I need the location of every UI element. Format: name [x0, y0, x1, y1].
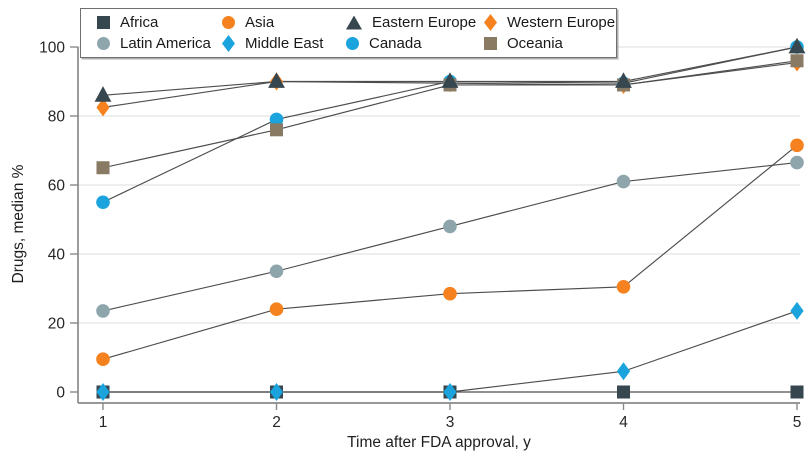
y-tick-label: 20 — [48, 316, 66, 333]
marker-asia — [96, 352, 110, 367]
marker-eastern-europe — [615, 72, 632, 88]
marker-asia — [616, 279, 631, 294]
y-axis-title: Drugs, median % — [10, 164, 27, 284]
series-line-asia — [102, 144, 798, 360]
circle-marker-icon — [97, 37, 110, 50]
marker-asia — [790, 138, 804, 153]
marker-eastern-europe — [94, 86, 112, 102]
marker-middle-east — [616, 362, 631, 381]
triangle-marker-icon — [346, 15, 362, 30]
marker-africa — [790, 385, 804, 399]
circle-marker-icon — [222, 16, 235, 29]
marker-latin-america — [790, 155, 804, 170]
marker-eastern-europe — [788, 37, 806, 54]
marker-asia — [269, 302, 284, 317]
legend-item-label: Latin America — [120, 35, 211, 52]
x-axis-title: Time after FDA approval, y — [347, 434, 531, 451]
marker-latin-america — [443, 219, 457, 234]
y-tick-label: 100 — [39, 40, 65, 57]
legend-item-label: Africa — [120, 14, 159, 31]
legend-item-africa: Africa — [97, 13, 222, 32]
series-line-canada — [102, 46, 798, 203]
legend-item-label: Western Europe — [507, 14, 616, 31]
marker-canada — [269, 112, 284, 127]
y-tick-label: 40 — [48, 247, 66, 264]
legend: Africa Asia Eastern Europe Western Europe La… — [80, 8, 617, 58]
marker-eastern-europe — [268, 72, 285, 88]
x-tick-label: 2 — [272, 414, 281, 431]
y-tick-label: 0 — [56, 385, 65, 402]
diamond-marker-icon — [484, 14, 497, 31]
legend-item-label: Eastern Europe — [372, 14, 477, 31]
marker-canada — [96, 195, 110, 210]
diamond-marker-icon — [222, 35, 235, 52]
marker-latin-america — [616, 174, 631, 189]
legend-item-latin-america: Latin America — [97, 34, 222, 53]
legend-item-label: Middle East — [245, 35, 324, 52]
marker-oceania — [270, 123, 283, 137]
legend-item-middle-east: Middle East — [222, 34, 346, 53]
marker-western-europe — [96, 98, 110, 117]
legend-item-label: Oceania — [507, 35, 563, 52]
x-tick-label: 4 — [619, 414, 628, 431]
legend-item-canada: Canada — [346, 34, 484, 53]
square-marker-icon — [97, 16, 110, 29]
y-tick-label: 60 — [48, 178, 66, 195]
marker-middle-east — [790, 301, 804, 320]
marker-oceania — [96, 161, 110, 175]
legend-item-oceania: Oceania — [484, 34, 615, 53]
legend-item-eastern-europe: Eastern Europe — [346, 13, 484, 32]
square-marker-icon — [484, 37, 497, 50]
y-tick-label: 80 — [48, 109, 66, 126]
marker-oceania — [790, 54, 804, 68]
circle-marker-icon — [346, 37, 359, 50]
x-tick-label: 1 — [99, 414, 108, 431]
marker-middle-east — [269, 383, 284, 401]
marker-latin-america — [269, 264, 284, 279]
marker-middle-east — [443, 383, 457, 401]
x-tick-label: 3 — [446, 414, 455, 431]
marker-africa — [617, 385, 630, 399]
legend-item-label: Asia — [245, 14, 275, 31]
marker-eastern-europe — [441, 72, 459, 88]
marker-asia — [443, 286, 457, 301]
marker-middle-east — [96, 383, 110, 401]
legend-item-asia: Asia — [222, 13, 346, 32]
legend-item-western-europe: Western Europe — [484, 13, 615, 32]
legend-item-label: Canada — [369, 35, 422, 52]
marker-latin-america — [96, 304, 110, 318]
x-tick-label: 5 — [793, 414, 802, 431]
